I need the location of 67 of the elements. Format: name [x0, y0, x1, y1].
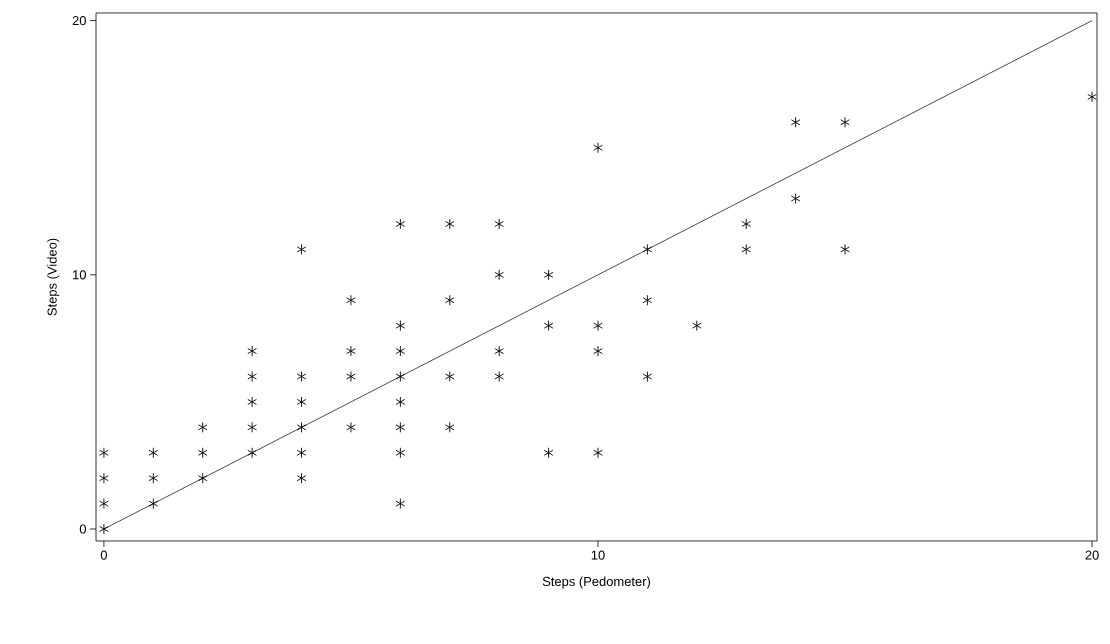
point	[741, 243, 751, 255]
point	[247, 345, 257, 357]
point	[494, 269, 504, 281]
point	[395, 447, 406, 459]
point	[99, 447, 109, 459]
point	[642, 243, 653, 255]
point	[1087, 91, 1097, 103]
point	[99, 498, 109, 510]
point	[395, 345, 406, 357]
point	[840, 243, 850, 255]
point	[296, 421, 307, 433]
point	[346, 371, 356, 382]
point	[692, 320, 702, 332]
x-tick-label: 20	[1085, 550, 1099, 560]
point	[593, 447, 603, 459]
point	[247, 421, 257, 433]
point	[247, 371, 257, 382]
point	[642, 371, 653, 382]
point	[741, 218, 751, 230]
point	[395, 218, 406, 230]
point	[444, 421, 455, 433]
point	[444, 218, 455, 230]
point	[840, 116, 850, 128]
point	[790, 193, 801, 205]
point	[99, 472, 109, 484]
x-axis-title: Steps (Pedometer)	[542, 576, 651, 589]
point	[296, 472, 307, 484]
point	[593, 345, 603, 357]
point	[296, 371, 307, 382]
y-tick-label: 20	[72, 16, 86, 26]
point	[395, 371, 406, 382]
point	[543, 320, 554, 332]
point	[197, 447, 208, 459]
point	[346, 345, 356, 357]
point	[99, 523, 109, 535]
point	[148, 498, 159, 510]
x-tick-label: 0	[100, 550, 108, 560]
point	[494, 345, 504, 357]
point	[444, 294, 455, 306]
y-tick-label: 10	[73, 270, 86, 280]
point	[395, 320, 406, 332]
point	[543, 447, 554, 459]
point	[395, 498, 406, 510]
point	[148, 472, 159, 484]
point	[543, 269, 554, 281]
point	[790, 116, 801, 128]
point	[494, 218, 504, 230]
point	[197, 472, 208, 484]
point	[593, 320, 603, 332]
point	[296, 243, 307, 255]
point	[395, 421, 406, 433]
point	[346, 294, 356, 306]
point	[444, 371, 455, 382]
y-tick-label: 0	[79, 524, 86, 534]
point	[247, 447, 257, 459]
point	[148, 447, 159, 459]
point	[197, 421, 208, 433]
point	[395, 396, 406, 408]
point	[296, 447, 307, 459]
point	[494, 371, 504, 382]
y-axis-title: Steps (Video)	[47, 238, 60, 316]
point	[346, 421, 356, 433]
point	[296, 396, 307, 408]
point	[593, 142, 603, 154]
x-tick-label: 10	[591, 550, 605, 560]
point	[642, 294, 653, 306]
point	[247, 396, 257, 408]
